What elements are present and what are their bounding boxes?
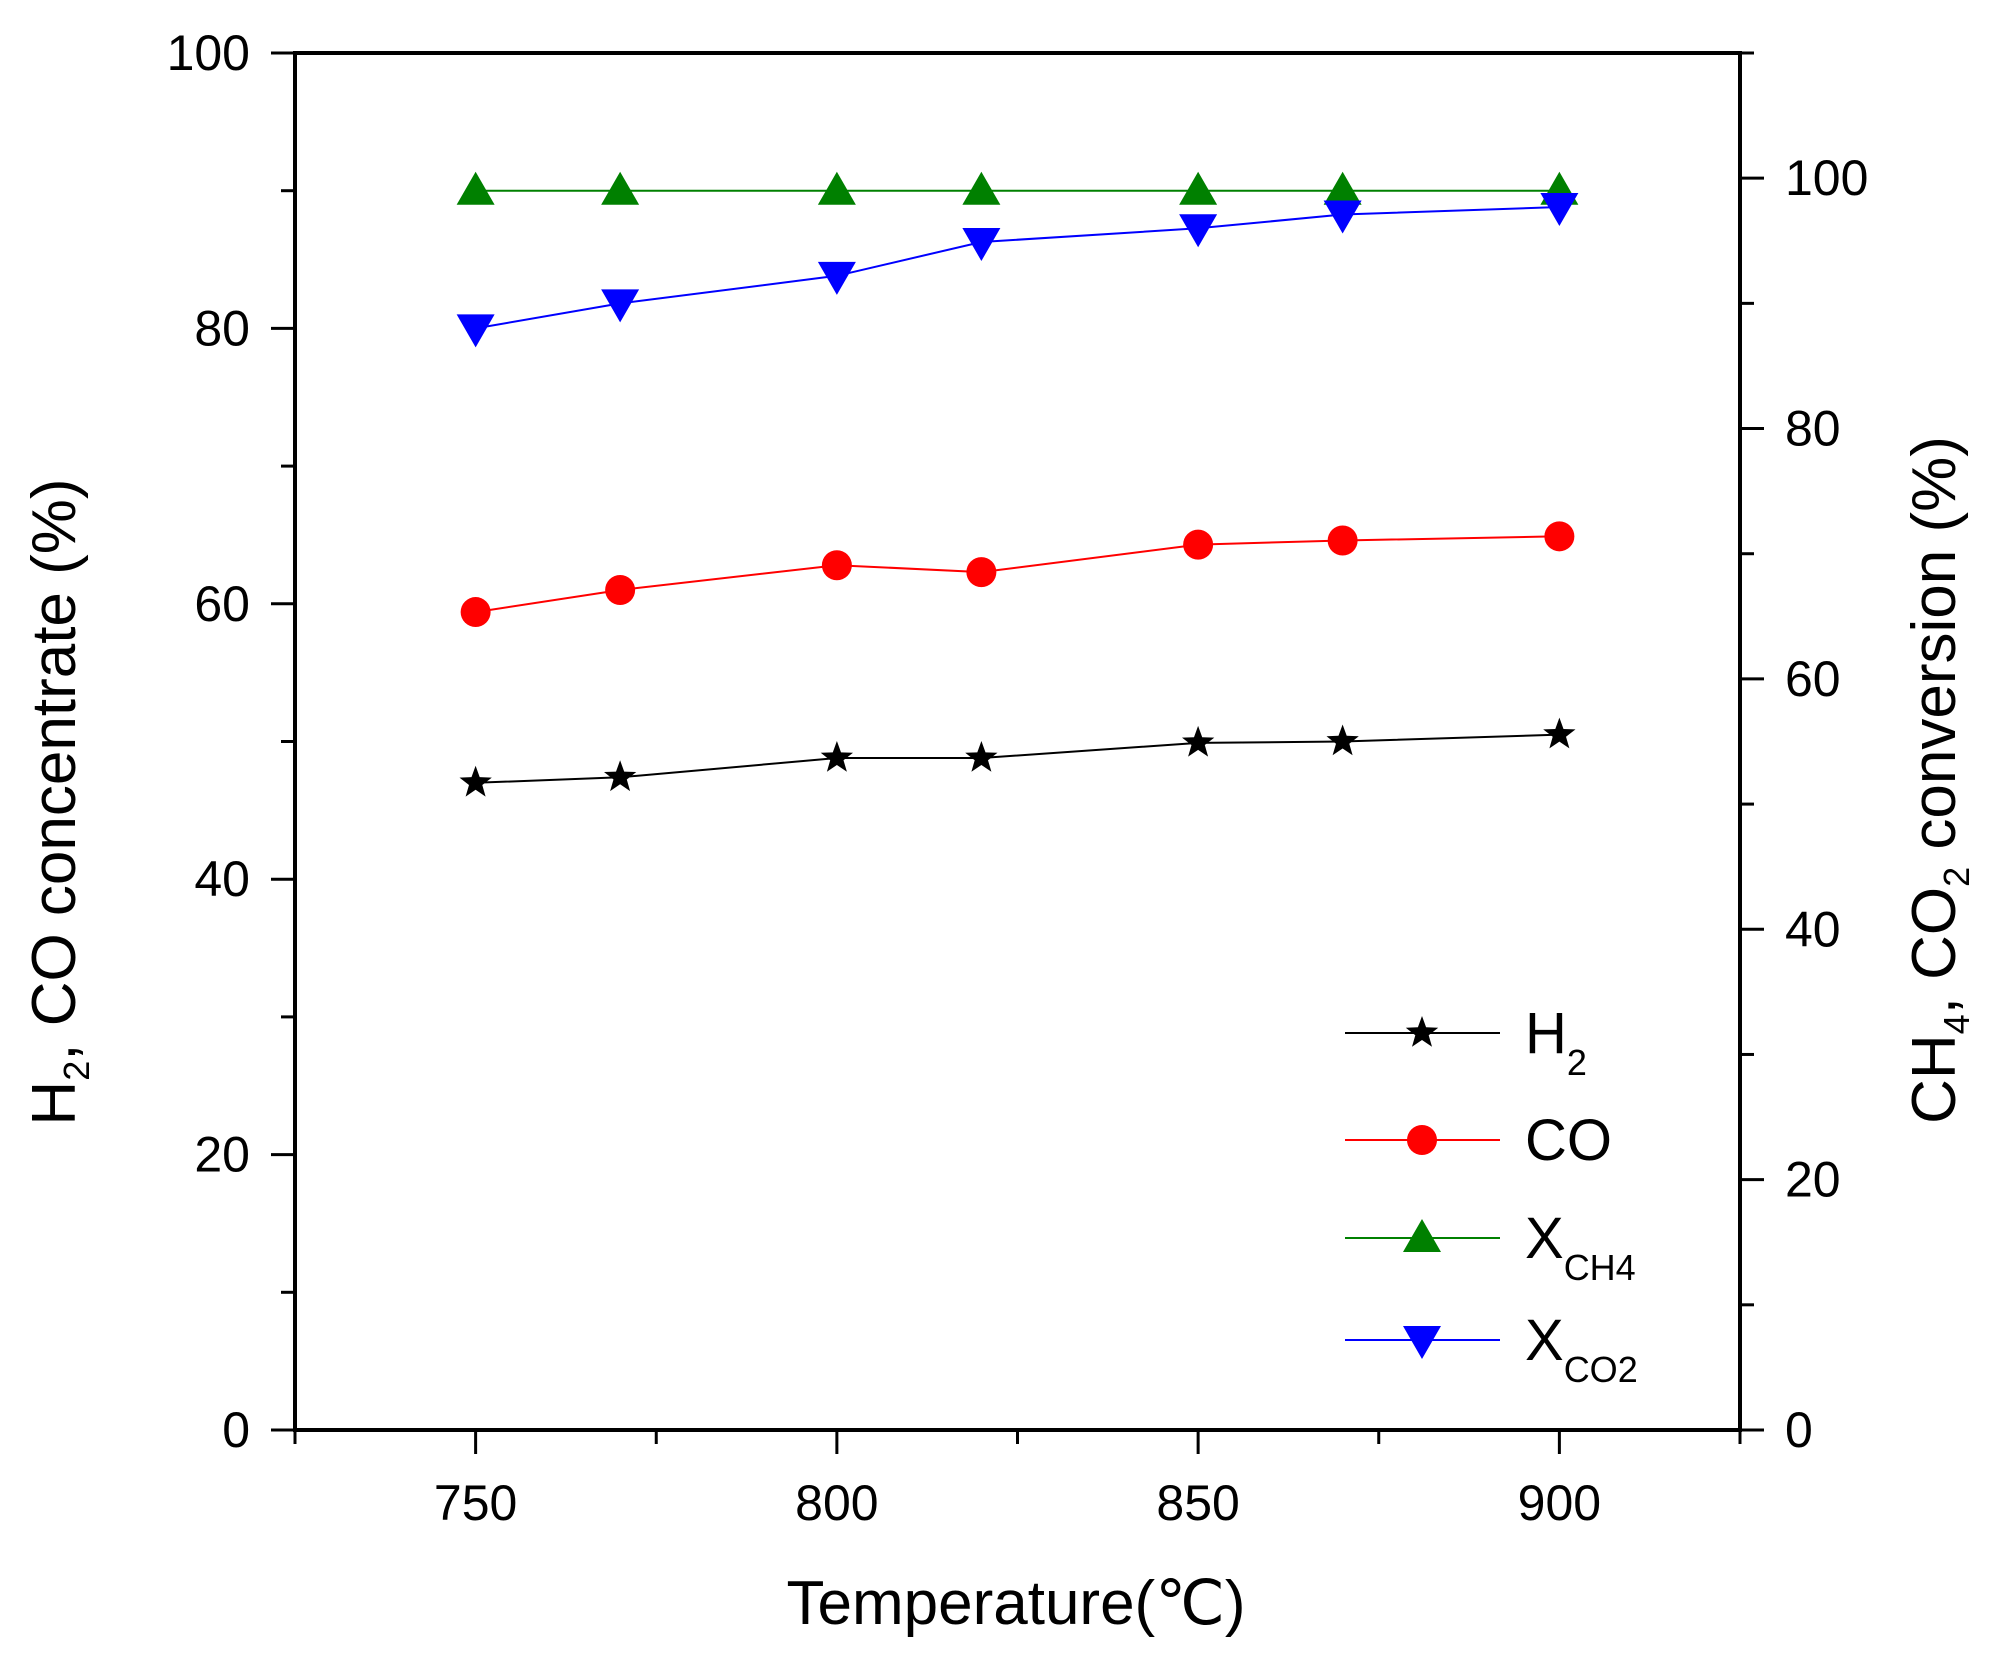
y2-axis-title-base: CH: [1900, 1034, 1969, 1124]
legend-label-base: X: [1525, 1206, 1564, 1271]
x-tick-label: 800: [795, 1475, 878, 1531]
data-point-xco2: [601, 289, 640, 323]
legend-marker-xch4: [1403, 1219, 1441, 1252]
legend-label-co: CO: [1525, 1108, 1612, 1173]
series-xch4: [456, 171, 1579, 205]
data-point-h2: [1182, 725, 1215, 757]
legend-entry-co: CO: [1345, 1108, 1612, 1173]
y2-tick-label: 40: [1785, 901, 1841, 957]
y2-axis-title-mid: , CO: [1900, 887, 1969, 1014]
y-tick-label: 40: [194, 851, 250, 907]
y-axis-title: H2, CO concentrate (%): [20, 478, 97, 1125]
data-point-co: [821, 550, 852, 581]
legend-entry-xco2: XCO2: [1345, 1308, 1638, 1390]
data-point-h2: [965, 741, 998, 772]
y2-axis-title: CH4, CO2 conversion (%): [1900, 436, 1977, 1124]
y2-tick-label: 60: [1785, 651, 1841, 707]
data-point-h2: [1543, 717, 1576, 749]
data-point-xch4: [601, 171, 640, 205]
legend-marker-h2: [1405, 1016, 1439, 1047]
axis-titles: Temperature(℃) H2, CO concentrate (%) CH…: [20, 436, 1977, 1638]
y2-tick-label: 80: [1785, 401, 1841, 457]
y2-axis-title-sub1: 4: [1936, 1014, 1977, 1034]
data-point-co: [966, 557, 997, 588]
legend-label-h2: H2: [1525, 1001, 1587, 1083]
legend-marker-co: [1407, 1125, 1437, 1155]
data-point-xch4: [817, 171, 856, 205]
data-point-h2: [1326, 724, 1359, 756]
y-tick-label: 0: [222, 1402, 250, 1458]
y-tick-label: 60: [194, 576, 250, 632]
y2-axis-title-sub2: 2: [1936, 867, 1977, 887]
y-axis-title-sub: 2: [56, 1061, 97, 1081]
y-tick-label: 20: [194, 1127, 250, 1183]
data-point-co: [1544, 521, 1575, 552]
legend-entry-h2: H2: [1345, 1001, 1587, 1083]
y-axis-title-rest: , CO concentrate (%): [20, 478, 89, 1060]
y2-tick-label: 20: [1785, 1152, 1841, 1208]
legend-label-xco2: XCO2: [1525, 1308, 1638, 1390]
x-tick-label: 850: [1156, 1475, 1239, 1531]
data-point-co: [605, 575, 636, 606]
data-point-xco2: [817, 261, 856, 295]
legend-marker-xco2: [1403, 1326, 1441, 1359]
data-point-h2: [604, 760, 637, 792]
y2-axis-title-rest: conversion (%): [1900, 436, 1969, 867]
data-point-h2: [820, 741, 853, 772]
series-h2: [459, 717, 1576, 797]
plot-area: [456, 171, 1579, 797]
series-co: [460, 521, 1575, 628]
data-point-co: [1183, 529, 1214, 560]
y-tick-label: 100: [167, 25, 250, 81]
legend-label-sub: CH4: [1564, 1247, 1636, 1288]
data-point-xch4: [1323, 171, 1362, 205]
y-tick-label: 80: [194, 300, 250, 356]
data-point-xch4: [1179, 171, 1218, 205]
data-point-xco2: [1323, 200, 1362, 234]
axes: 750 800 850 900 0 20 40 60 80 100 0 20 40 60 80 100: [167, 25, 1869, 1531]
data-point-co: [460, 597, 491, 628]
x-axis-title: Temperature(℃): [787, 1569, 1246, 1638]
data-point-co: [1327, 525, 1358, 556]
y2-tick-label: 0: [1785, 1402, 1813, 1458]
x-tick-label: 900: [1518, 1475, 1601, 1531]
legend-label-base: CO: [1525, 1108, 1612, 1173]
data-point-xco2: [1179, 214, 1218, 248]
legend-label-xch4: XCH4: [1525, 1206, 1636, 1288]
legend-entry-xch4: XCH4: [1345, 1206, 1636, 1288]
x-tick-label: 750: [434, 1475, 517, 1531]
data-point-xch4: [962, 171, 1001, 205]
y2-tick-label: 100: [1785, 150, 1868, 206]
data-point-h2: [459, 765, 492, 797]
legend-label-sub: CO2: [1564, 1349, 1638, 1390]
data-point-xch4: [456, 171, 495, 205]
legend-label-sub: 2: [1567, 1042, 1587, 1083]
y-axis-title-base: H: [20, 1081, 89, 1126]
series-xco2: [456, 192, 1579, 348]
data-point-xco2: [456, 314, 495, 348]
legend-label-base: X: [1525, 1308, 1564, 1373]
data-point-xco2: [1540, 192, 1579, 226]
data-point-xco2: [962, 228, 1001, 262]
legend-label-base: H: [1525, 1001, 1567, 1066]
